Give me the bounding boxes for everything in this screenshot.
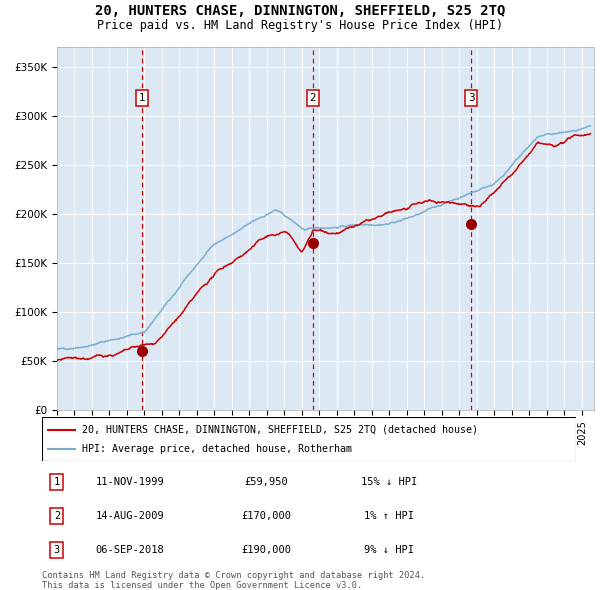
Text: 20, HUNTERS CHASE, DINNINGTON, SHEFFIELD, S25 2TQ (detached house): 20, HUNTERS CHASE, DINNINGTON, SHEFFIELD… [82,425,478,434]
Text: 2: 2 [310,93,316,103]
Text: 14-AUG-2009: 14-AUG-2009 [95,511,164,521]
Text: 06-SEP-2018: 06-SEP-2018 [95,545,164,555]
Text: 1: 1 [139,93,145,103]
Text: 9% ↓ HPI: 9% ↓ HPI [364,545,414,555]
Text: 1% ↑ HPI: 1% ↑ HPI [364,511,414,521]
Text: £170,000: £170,000 [241,511,291,521]
Text: 3: 3 [468,93,475,103]
Text: 1: 1 [54,477,60,487]
Text: Price paid vs. HM Land Registry's House Price Index (HPI): Price paid vs. HM Land Registry's House … [97,19,503,32]
Text: HPI: Average price, detached house, Rotherham: HPI: Average price, detached house, Roth… [82,444,352,454]
Text: 3: 3 [54,545,60,555]
Text: 15% ↓ HPI: 15% ↓ HPI [361,477,417,487]
Text: £190,000: £190,000 [241,545,291,555]
Text: 11-NOV-1999: 11-NOV-1999 [95,477,164,487]
Text: £59,950: £59,950 [244,477,288,487]
Text: Contains HM Land Registry data © Crown copyright and database right 2024.
This d: Contains HM Land Registry data © Crown c… [42,571,425,590]
Text: 20, HUNTERS CHASE, DINNINGTON, SHEFFIELD, S25 2TQ: 20, HUNTERS CHASE, DINNINGTON, SHEFFIELD… [95,4,505,18]
Text: 2: 2 [54,511,60,521]
